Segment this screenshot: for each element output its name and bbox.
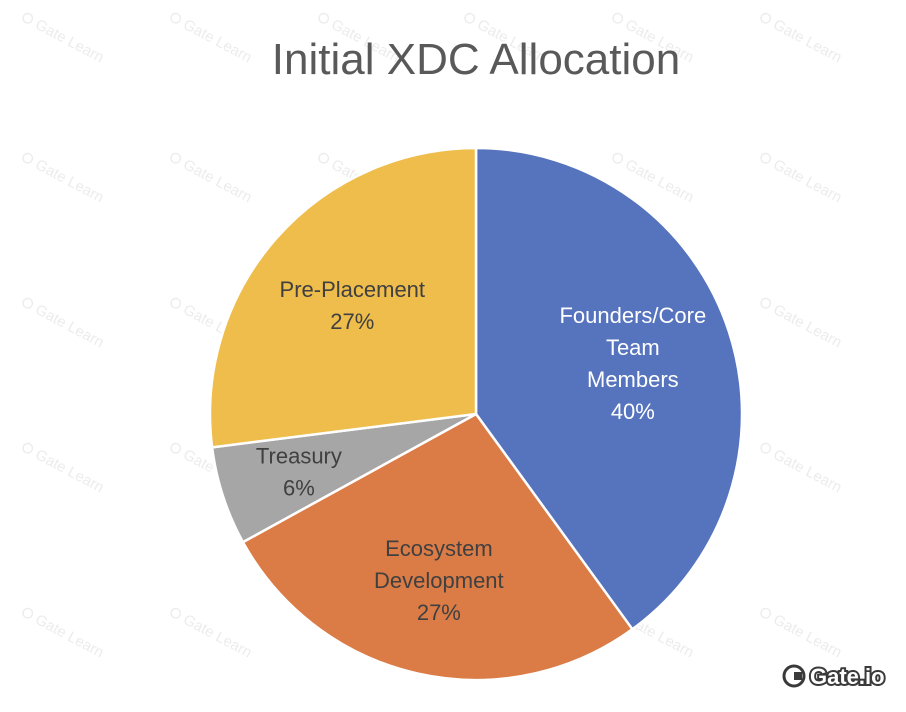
- pie-slice-0: [474, 146, 744, 631]
- watermark-text: ⭘ Gate Learn: [18, 439, 107, 497]
- watermark-text: ⭘ Gate Learn: [756, 294, 845, 352]
- watermark-text: ⭘ Gate Learn: [756, 9, 845, 67]
- watermark-text: ⭘ Gate Learn: [756, 149, 845, 207]
- slice-category-label: Pre-Placement: [280, 277, 426, 302]
- slice-category-label: Members: [587, 367, 679, 392]
- slice-percent-label: 40%: [611, 399, 655, 424]
- chart-title: Initial XDC Allocation: [272, 35, 680, 84]
- pie-slices: [208, 146, 744, 682]
- slice-category-label: Ecosystem: [385, 536, 493, 561]
- slice-category-label: Founders/Core: [559, 303, 706, 328]
- watermark-text: ⭘ Gate Learn: [18, 149, 107, 207]
- gate-io-logo-icon-inner: [794, 672, 802, 680]
- slice-category-label: Team: [606, 335, 660, 360]
- watermark-text: ⭘ Gate Learn: [18, 604, 107, 662]
- slice-percent-label: 27%: [330, 309, 374, 334]
- watermark-text: ⭘ Gate Learn: [756, 604, 845, 662]
- watermark-text: ⭘ Gate Learn: [756, 439, 845, 497]
- watermark-text: ⭘ Gate Learn: [18, 9, 107, 67]
- watermark-text: ⭘ Gate Learn: [166, 604, 255, 662]
- slice-category-label: Development: [374, 568, 504, 593]
- watermark-text: ⭘ Gate Learn: [166, 9, 255, 67]
- watermark-text: ⭘ Gate Learn: [18, 294, 107, 352]
- slice-category-label: Treasury: [256, 444, 342, 469]
- slice-percent-label: 27%: [417, 600, 461, 625]
- watermark-text: ⭘ Gate Learn: [166, 149, 255, 207]
- slice-labels: Founders/Core Team Members 40% Ecosystem Deve…: [256, 277, 706, 625]
- brand-text: Gate.io: [810, 664, 885, 689]
- pie-slice-1: [241, 412, 635, 682]
- pie-slice-3: [208, 146, 478, 449]
- slice-percent-label: 6%: [283, 476, 315, 501]
- gate-io-logo: Gate.io: [782, 662, 887, 691]
